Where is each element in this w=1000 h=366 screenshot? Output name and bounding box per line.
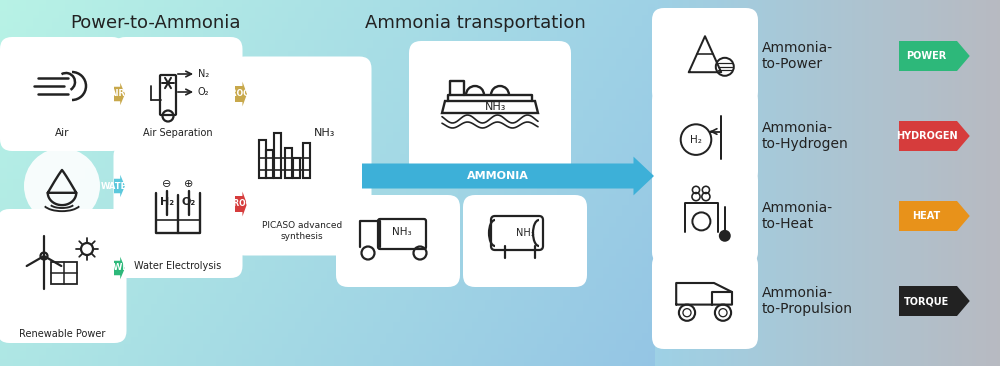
Circle shape bbox=[720, 231, 730, 241]
Text: HYDROGEN: HYDROGEN bbox=[896, 131, 958, 141]
Bar bbox=[51, 262, 77, 284]
Text: AMMONIA: AMMONIA bbox=[467, 171, 529, 181]
Text: H₂: H₂ bbox=[690, 135, 702, 145]
Text: Ammonia-
to-Propulsion: Ammonia- to-Propulsion bbox=[762, 285, 853, 316]
Text: N₂: N₂ bbox=[198, 69, 209, 79]
Polygon shape bbox=[899, 41, 970, 71]
Text: HYDROGEN: HYDROGEN bbox=[215, 199, 264, 209]
FancyBboxPatch shape bbox=[113, 144, 242, 278]
Bar bbox=[266, 150, 273, 178]
FancyArrow shape bbox=[362, 157, 654, 195]
FancyBboxPatch shape bbox=[652, 8, 758, 104]
Text: NH₃: NH₃ bbox=[516, 228, 534, 238]
Polygon shape bbox=[899, 121, 970, 151]
FancyBboxPatch shape bbox=[113, 37, 242, 151]
Text: Power-to-Ammonia: Power-to-Ammonia bbox=[70, 14, 240, 32]
Text: Ammonia-
to-Heat: Ammonia- to-Heat bbox=[762, 201, 833, 231]
FancyBboxPatch shape bbox=[652, 88, 758, 184]
Polygon shape bbox=[899, 286, 970, 316]
Text: Renewable Power: Renewable Power bbox=[19, 329, 105, 339]
Bar bbox=[274, 133, 282, 178]
Bar bbox=[293, 158, 300, 178]
Text: NITROGEN: NITROGEN bbox=[217, 90, 262, 98]
FancyBboxPatch shape bbox=[336, 195, 460, 287]
FancyBboxPatch shape bbox=[463, 195, 587, 287]
FancyBboxPatch shape bbox=[652, 168, 758, 264]
FancyArrow shape bbox=[114, 83, 125, 105]
FancyBboxPatch shape bbox=[652, 253, 758, 349]
Text: POWER: POWER bbox=[907, 51, 947, 61]
FancyArrow shape bbox=[114, 257, 125, 279]
Text: Ammonia-
to-Power: Ammonia- to-Power bbox=[762, 41, 833, 71]
Text: HEAT: HEAT bbox=[913, 211, 941, 221]
Circle shape bbox=[24, 148, 100, 224]
Text: Water Electrolysis: Water Electrolysis bbox=[134, 261, 222, 271]
FancyBboxPatch shape bbox=[409, 41, 571, 175]
FancyBboxPatch shape bbox=[233, 56, 372, 255]
FancyArrow shape bbox=[235, 82, 247, 107]
Text: POWER: POWER bbox=[100, 264, 135, 273]
FancyArrow shape bbox=[235, 191, 247, 216]
Text: Air: Air bbox=[55, 128, 69, 138]
FancyBboxPatch shape bbox=[0, 37, 124, 151]
Text: NH₃: NH₃ bbox=[314, 128, 335, 138]
Text: O₂: O₂ bbox=[198, 87, 210, 97]
FancyBboxPatch shape bbox=[0, 209, 127, 343]
Text: NH₃: NH₃ bbox=[392, 227, 412, 237]
Text: O₂: O₂ bbox=[182, 197, 196, 207]
FancyArrow shape bbox=[114, 175, 125, 197]
Text: ⊕: ⊕ bbox=[184, 179, 194, 189]
Text: H₂: H₂ bbox=[160, 197, 174, 207]
Polygon shape bbox=[899, 201, 970, 231]
Text: NH₃: NH₃ bbox=[485, 102, 507, 112]
Text: Air Separation: Air Separation bbox=[143, 128, 213, 138]
Text: Ammonia transportation: Ammonia transportation bbox=[365, 14, 585, 32]
Text: ⊖: ⊖ bbox=[162, 179, 172, 189]
Text: Ammonia-
to-Hydrogen: Ammonia- to-Hydrogen bbox=[762, 121, 849, 152]
Text: TORQUE: TORQUE bbox=[904, 296, 949, 306]
Text: AIR: AIR bbox=[110, 90, 126, 98]
Bar bbox=[285, 148, 292, 178]
Text: WATER: WATER bbox=[101, 182, 134, 190]
Bar bbox=[258, 140, 266, 178]
Text: PICASO advanced
synthesis: PICASO advanced synthesis bbox=[262, 221, 342, 242]
Bar bbox=[302, 143, 310, 178]
